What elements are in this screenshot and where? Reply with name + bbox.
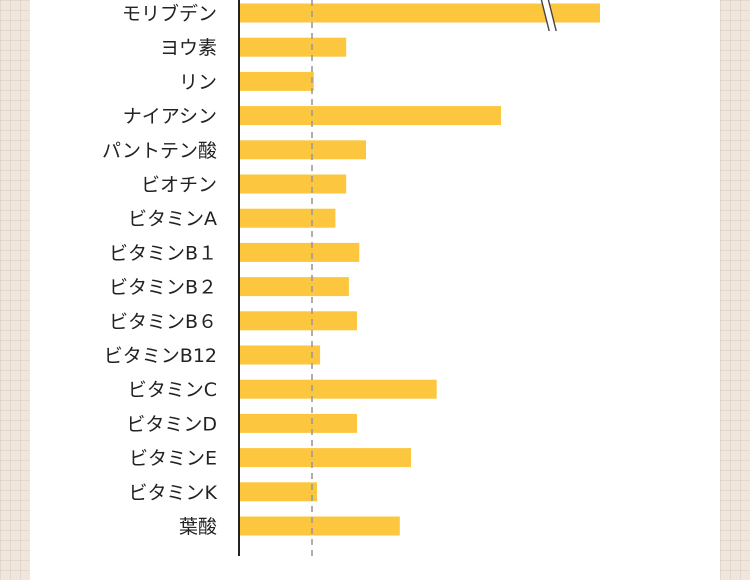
category-label: ヨウ素 <box>160 37 217 59</box>
bar <box>240 277 349 297</box>
category-label: 葉酸 <box>179 516 217 538</box>
axis-break-mark <box>540 0 550 32</box>
category-label: ビタミンK <box>129 482 218 504</box>
axis-break-gap <box>541 0 557 31</box>
category-label: ビタミンB６ <box>109 311 217 333</box>
category-label: リン <box>179 71 217 93</box>
bar <box>240 71 314 91</box>
bar <box>240 3 600 23</box>
bar <box>240 140 366 160</box>
category-label: パントテン酸 <box>102 140 217 162</box>
bar <box>240 379 437 399</box>
bar <box>240 242 360 262</box>
bar <box>240 448 411 468</box>
bar <box>240 482 317 502</box>
category-label: ビタミンB12 <box>104 345 217 367</box>
axis-break-mark <box>547 0 557 32</box>
category-label: ビオチン <box>141 174 217 196</box>
bar <box>240 345 321 365</box>
category-label: ナイアシン <box>123 106 217 128</box>
bar <box>240 106 501 126</box>
chart-panel: モリブデンヨウ素リンナイアシンパントテン酸ビオチンビタミンA ビタミンB１ ビタミン… <box>30 0 720 580</box>
category-label: ビタミンB１ <box>109 242 217 264</box>
category-label: ビタミンB２ <box>109 277 217 299</box>
category-label: ビタミンC <box>128 379 217 401</box>
bar <box>240 311 357 331</box>
category-label: モリブデン <box>122 2 217 25</box>
category-label: ビタミンA <box>128 208 217 230</box>
bar <box>240 208 336 228</box>
bar <box>240 174 347 194</box>
category-label: ビタミンE <box>129 448 217 470</box>
bar <box>240 37 347 57</box>
bar <box>240 413 357 433</box>
bar <box>240 516 400 536</box>
category-label: ビタミンD <box>126 413 217 435</box>
